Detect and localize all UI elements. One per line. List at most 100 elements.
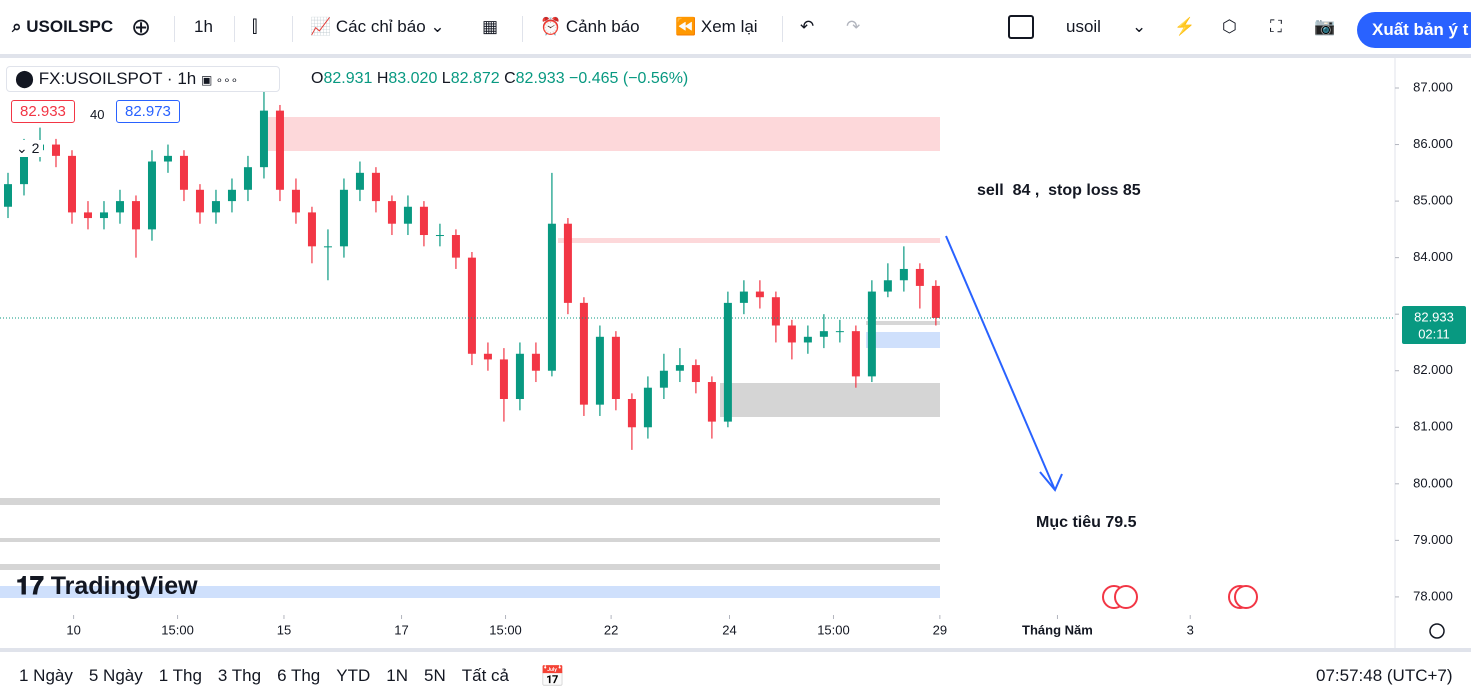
candle-body xyxy=(819,331,828,337)
c-value: 82.933 xyxy=(515,70,565,87)
range-button[interactable]: 5N xyxy=(424,666,446,685)
candle-body xyxy=(787,325,796,343)
ticker: FX:USOILSPOT xyxy=(38,69,163,88)
templates[interactable]: ▦ xyxy=(482,17,499,36)
price-label: 82.933 xyxy=(1414,309,1454,324)
replay-label[interactable]: Xem lại xyxy=(700,17,758,36)
settings[interactable]: ⬡ xyxy=(1222,17,1237,36)
symbol-search[interactable]: ⌕ USOILSPC xyxy=(12,17,114,36)
candle-body xyxy=(691,365,700,383)
candle-body xyxy=(627,399,636,428)
candle-body xyxy=(771,297,780,326)
candle-body xyxy=(67,155,76,213)
indicator-toggle[interactable]: ⌄ 2 xyxy=(12,140,44,157)
candle-body xyxy=(723,302,732,422)
candle-body xyxy=(435,235,444,237)
layout-name[interactable]: usoil xyxy=(1066,17,1101,36)
x-tick-label: 15:00 xyxy=(161,622,194,637)
y-tick-label: 84.000 xyxy=(1413,249,1453,264)
range-button[interactable]: 1 Ngày xyxy=(19,666,73,685)
candle-body xyxy=(387,201,396,224)
candle-body xyxy=(515,353,524,400)
logo-text: TradingView xyxy=(51,572,198,600)
add-symbol[interactable]: ⊕ xyxy=(131,13,152,41)
settings-icon[interactable] xyxy=(1429,623,1445,639)
candle-body xyxy=(19,150,28,185)
replay[interactable]: ⏪ Xem lại xyxy=(675,17,758,36)
resistance-zone xyxy=(268,117,940,151)
undo[interactable]: ↶ xyxy=(800,17,815,36)
range-button[interactable]: 3 Thg xyxy=(217,666,262,685)
candle-body xyxy=(803,336,812,343)
c-label: C xyxy=(504,70,516,87)
price-badge xyxy=(1402,305,1466,344)
candle-body xyxy=(291,189,300,213)
quick-search[interactable]: ⚡ xyxy=(1174,17,1196,36)
symbol[interactable]: USOILSPC xyxy=(26,17,114,36)
layout-menu[interactable]: ⌄ xyxy=(1132,17,1147,36)
target-arrow xyxy=(945,235,1056,491)
candle-body xyxy=(899,268,908,281)
candle-body xyxy=(3,184,12,207)
candle-body xyxy=(611,336,620,400)
candle-body xyxy=(195,189,204,213)
candle-body xyxy=(451,235,460,258)
candle-body xyxy=(643,387,652,428)
snapshot[interactable]: 📷 xyxy=(1314,17,1336,36)
goto-date[interactable]: 📅 xyxy=(540,665,565,688)
candle-body xyxy=(147,161,156,230)
range-button[interactable]: 1 Thg xyxy=(158,666,202,685)
candle-body xyxy=(83,212,92,219)
publish-button[interactable]: Xuất bản ý t xyxy=(1357,12,1471,48)
x-tick-label: 15:00 xyxy=(817,622,850,637)
range-button[interactable]: 6 Thg xyxy=(277,666,321,685)
candle-body xyxy=(179,155,188,190)
candle-body xyxy=(115,201,124,213)
candle-body xyxy=(371,172,380,202)
range-button[interactable]: 5 Ngày xyxy=(88,666,143,685)
candle-body xyxy=(675,365,684,371)
fullscreen[interactable]: ⛶ xyxy=(1270,17,1282,36)
candle-body xyxy=(259,110,268,168)
x-tick-label: 29 xyxy=(933,622,947,637)
candle-body xyxy=(323,246,332,248)
candle-body xyxy=(483,353,492,360)
candle-body xyxy=(835,331,844,333)
range-button[interactable]: Tất cả xyxy=(461,666,509,685)
y-tick-label: 85.000 xyxy=(1413,193,1453,208)
candle-body xyxy=(739,291,748,303)
redo[interactable]: ↷ xyxy=(846,17,861,36)
resistance-line xyxy=(558,238,940,243)
candle-body xyxy=(883,280,892,292)
chart-type[interactable]: ⫿ xyxy=(252,17,258,36)
y-tick-label: 80.000 xyxy=(1413,475,1453,490)
alerts-label[interactable]: Cảnh báo xyxy=(565,17,640,36)
x-tick-label: 17 xyxy=(394,622,408,637)
candle-body xyxy=(467,257,476,354)
alerts[interactable]: ⏰ Cảnh báo xyxy=(540,17,640,36)
indicators-label[interactable]: Các chỉ báo xyxy=(335,17,426,36)
layout-icon[interactable] xyxy=(1008,15,1034,39)
candle-body xyxy=(531,353,540,371)
buy-price[interactable]: 82.973 xyxy=(116,100,180,123)
change: −0.465 (−0.56%) xyxy=(569,70,689,87)
arrow-head xyxy=(1039,471,1063,492)
candle-body xyxy=(851,331,860,377)
candle-body xyxy=(867,291,876,377)
h-value: 83.020 xyxy=(388,70,438,87)
top-toolbar: ⌕ USOILSPC ⊕ 1h ⫿ 📈 Các chỉ báo ⌄ ▦ ⏰ Cả… xyxy=(0,0,1471,58)
candle-body xyxy=(931,285,940,318)
interval[interactable]: 1h xyxy=(194,17,213,36)
sell-price[interactable]: 82.933 xyxy=(11,100,75,123)
indicators[interactable]: 📈 Các chỉ báo ⌄ xyxy=(310,17,445,36)
candle-body xyxy=(275,110,284,190)
range-button[interactable]: YTD xyxy=(336,666,371,685)
range-button[interactable]: 1N xyxy=(386,666,408,685)
legend-title[interactable]: ⬤ FX:USOILSPOT · 1h ▣ ∘∘∘ xyxy=(6,66,280,92)
candle-body xyxy=(595,336,604,405)
candle-body xyxy=(227,189,236,202)
clock[interactable]: 07:57:48 (UTC+7) xyxy=(1316,666,1453,685)
indicator-count[interactable]: 2 xyxy=(31,140,40,156)
y-tick-label: 82.000 xyxy=(1413,362,1453,377)
candle-body xyxy=(99,212,108,219)
